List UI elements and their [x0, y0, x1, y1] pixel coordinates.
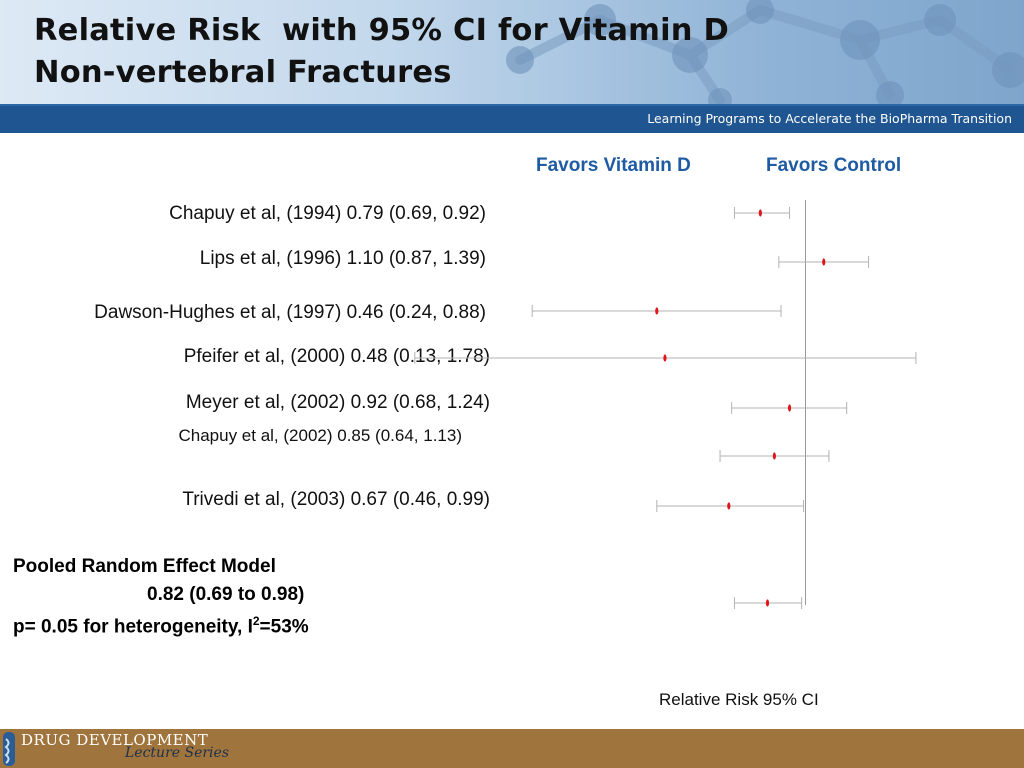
title-line-2: Non-vertebral Fractures	[34, 55, 452, 90]
study-5-point	[787, 404, 792, 412]
favors-control-label: Favors Control	[766, 155, 902, 176]
heterogeneity-sup: 2	[252, 614, 260, 628]
molecule-graphic	[506, 0, 1024, 104]
study-label-3: Dawson-Hughes et al, (1997) 0.46 (0.24, …	[94, 302, 486, 323]
study-label-5: Meyer et al, (2002) 0.92 (0.68, 1.24)	[185, 392, 490, 413]
footer-subtitle: Lecture Series	[125, 745, 230, 761]
title-line-1: Relative Risk with 95% CI for Vitamin D	[34, 13, 730, 48]
tagline: Learning Programs to Accelerate the BioP…	[647, 111, 1012, 126]
slide-header: Relative Risk with 95% CI for Vitamin D …	[0, 0, 1024, 104]
heterogeneity-line: p= 0.05 for heterogeneity, I2=53%	[13, 608, 309, 641]
heterogeneity-suffix: =53%	[259, 616, 309, 638]
footer-title: DRUG DEVELOPMENT	[21, 731, 209, 749]
pooled-estimate: 0.82 (0.69 to 0.98)	[147, 583, 305, 605]
footer-bar: DRUG DEVELOPMENT Lecture Series	[0, 729, 1024, 768]
study-label-7: Trivedi et al, (2003) 0.67 (0.46, 0.99)	[182, 489, 490, 510]
slide-title: Relative Risk with 95% CI for Vitamin D …	[34, 10, 729, 94]
study-7-point	[727, 502, 731, 510]
series-logo-icon	[3, 732, 15, 766]
x-axis-label: Relative Risk 95% CI	[659, 690, 819, 709]
study-label-4: Pfeifer et al, (2000) 0.48 (0.13, 1.78)	[183, 346, 490, 367]
study-label-6: Chapuy et al, (2002) 0.85 (0.64, 1.13)	[178, 426, 462, 445]
pooled-summary: Pooled Random Effect Model 0.82 (0.69 to…	[13, 553, 309, 641]
study-label-2: Lips et al, (1996) 1.10 (0.87, 1.39)	[199, 248, 486, 269]
study-1-point	[758, 209, 762, 217]
pooled-point	[765, 599, 770, 607]
study-6-point	[772, 452, 776, 460]
study-3-point	[655, 307, 659, 315]
favors-vitamin-d-label: Favors Vitamin D	[536, 155, 691, 176]
study-4-point	[663, 354, 667, 362]
heterogeneity-prefix: p= 0.05 for heterogeneity, I	[13, 616, 253, 638]
study-2-point	[822, 258, 826, 266]
banner-bar: Learning Programs to Accelerate the BioP…	[0, 104, 1024, 133]
pooled-title: Pooled Random Effect Model	[13, 556, 276, 577]
study-label-1: Chapuy et al, (1994) 0.79 (0.69, 0.92)	[169, 203, 486, 224]
